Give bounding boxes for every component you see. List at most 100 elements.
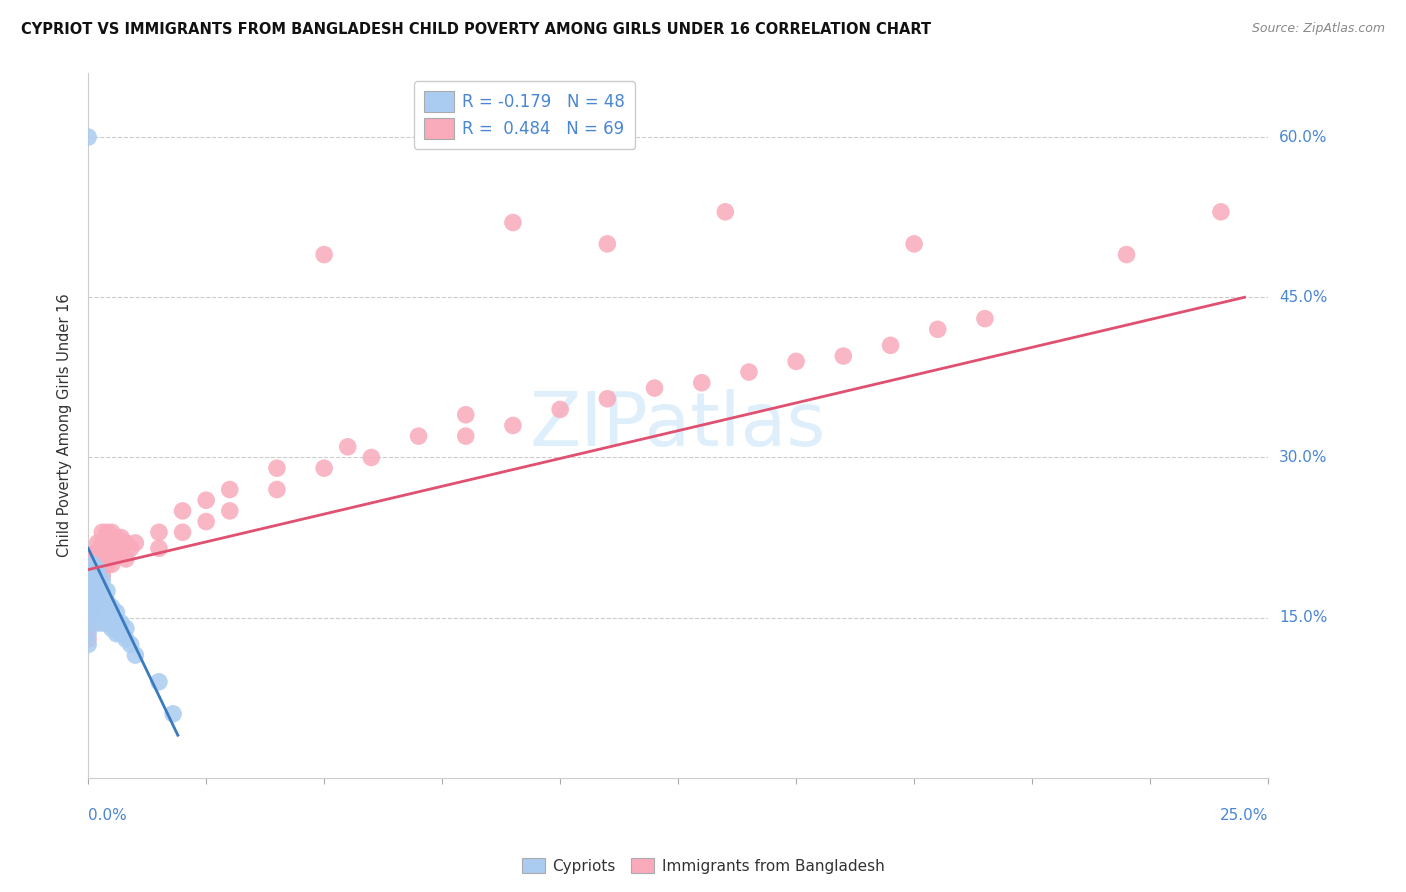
Point [82,558,104,572]
Point [96,615,118,630]
Point [360,450,382,465]
Text: 45.0%: 45.0% [1279,290,1327,305]
Point [77,579,100,593]
Point [86,584,108,599]
Point [100,610,122,624]
Point [100,541,122,556]
Point [218,504,240,518]
Point [690,376,713,390]
Point [148,541,170,556]
Text: 25.0%: 25.0% [1220,808,1268,823]
Text: 15.0%: 15.0% [1279,610,1327,625]
Point [100,600,122,615]
Point [77,558,100,572]
Point [82,590,104,604]
Point [879,338,901,352]
Point [115,632,138,646]
Point [82,574,104,588]
Point [105,547,128,561]
Point [77,595,100,609]
Point [100,621,122,635]
Point [195,493,218,508]
Legend: R = -0.179   N = 48, R =  0.484   N = 69: R = -0.179 N = 48, R = 0.484 N = 69 [415,81,636,149]
Point [82,552,104,566]
Point [82,563,104,577]
Point [903,236,925,251]
Point [86,595,108,609]
Point [115,552,138,566]
Point [77,621,100,635]
Point [124,648,146,662]
Point [91,584,114,599]
Point [266,461,288,475]
Point [172,504,194,518]
Point [82,547,104,561]
Point [110,547,132,561]
Point [120,541,142,556]
Point [96,584,118,599]
Point [105,615,128,630]
Point [502,418,524,433]
Point [86,536,108,550]
Point [91,574,114,588]
Point [77,626,100,640]
Point [86,558,108,572]
Point [82,574,104,588]
Point [82,600,104,615]
Point [454,429,477,443]
Point [77,130,100,145]
Point [86,590,108,604]
Point [1209,204,1232,219]
Point [96,606,118,620]
Text: CYPRIOT VS IMMIGRANTS FROM BANGLADESH CHILD POVERTY AMONG GIRLS UNDER 16 CORRELA: CYPRIOT VS IMMIGRANTS FROM BANGLADESH CH… [21,22,931,37]
Point [738,365,761,379]
Point [96,558,118,572]
Point [86,547,108,561]
Point [82,579,104,593]
Point [82,606,104,620]
Point [91,525,114,540]
Point [77,600,100,615]
Point [77,574,100,588]
Point [927,322,949,336]
Point [314,461,336,475]
Point [77,606,100,620]
Point [91,615,114,630]
Point [148,525,170,540]
Point [82,568,104,582]
Text: 60.0%: 60.0% [1279,129,1327,145]
Point [77,568,100,582]
Point [974,311,997,326]
Point [548,402,571,417]
Point [100,525,122,540]
Point [1115,247,1137,261]
Point [105,626,128,640]
Point [96,541,118,556]
Point [82,558,104,572]
Point [91,568,114,582]
Point [832,349,855,363]
Point [77,574,100,588]
Point [77,615,100,630]
Point [110,626,132,640]
Point [218,483,240,497]
Y-axis label: Child Poverty Among Girls Under 16: Child Poverty Among Girls Under 16 [58,293,72,558]
Point [96,525,118,540]
Point [172,525,194,540]
Point [124,536,146,550]
Text: ZIPatlas: ZIPatlas [530,389,827,462]
Point [110,615,132,630]
Point [77,610,100,624]
Point [408,429,430,443]
Point [105,531,128,545]
Point [82,563,104,577]
Text: 0.0%: 0.0% [89,808,127,823]
Point [110,531,132,545]
Point [714,204,737,219]
Point [314,247,336,261]
Point [77,563,100,577]
Point [120,637,142,651]
Point [785,354,807,368]
Point [596,236,619,251]
Point [86,563,108,577]
